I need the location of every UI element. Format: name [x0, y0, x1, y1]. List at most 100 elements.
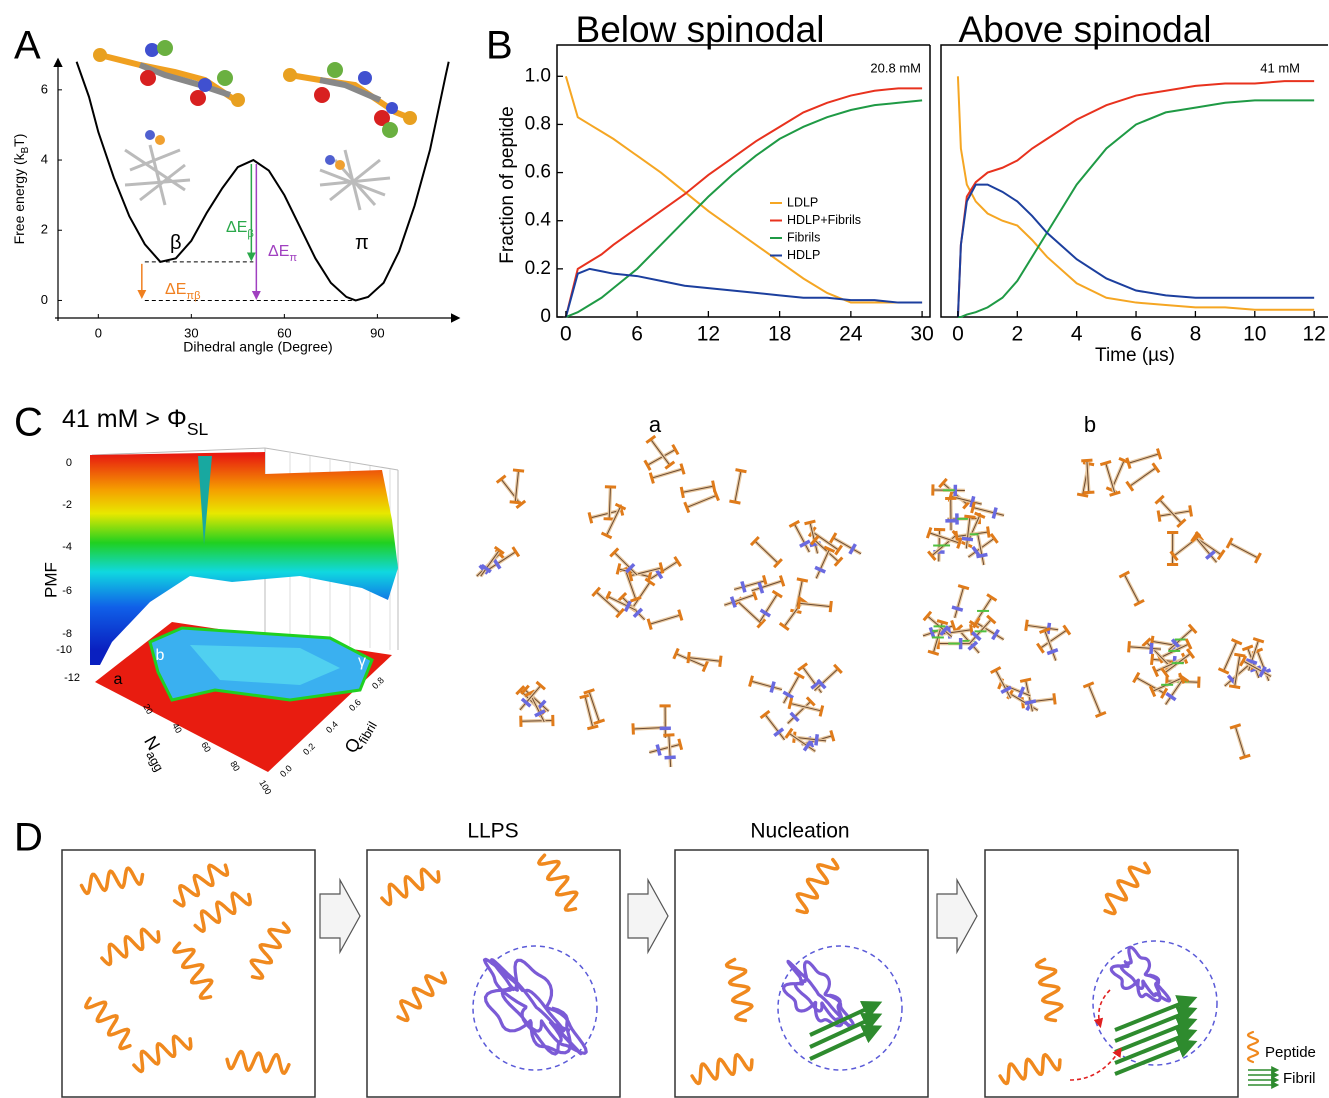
q-tick-label: 0.8 — [370, 675, 386, 691]
condensate-peptides — [1109, 945, 1172, 1003]
side-chain — [950, 619, 957, 632]
condensate-boundary — [1092, 940, 1218, 1066]
side-chain — [828, 600, 833, 613]
side-chain — [1046, 648, 1059, 656]
x-axis-label: Dihedral angle (Degree) — [183, 339, 332, 355]
side-chain — [1155, 448, 1163, 460]
x-tick-label: 0 — [560, 323, 572, 346]
side-chain — [535, 680, 546, 691]
text-part: π — [355, 232, 369, 254]
side-chain — [1000, 685, 1012, 694]
side-chain — [735, 468, 747, 474]
x-tick-label: 12 — [697, 323, 720, 346]
side-chain — [970, 501, 976, 514]
legend-label: Fibril — [1283, 1070, 1316, 1087]
condensate-peptides — [782, 959, 855, 1029]
series-line — [564, 76, 923, 304]
side-chain — [757, 581, 765, 594]
annotation: 41 mM — [1260, 60, 1300, 75]
side-chain — [643, 459, 652, 471]
side-chain — [512, 468, 525, 473]
side-chain — [1253, 552, 1262, 564]
x-tick-label: 30 — [910, 323, 933, 346]
side-chain — [986, 593, 998, 602]
peptide-stick — [514, 470, 520, 503]
peptide-stick — [584, 696, 594, 728]
fibril-strand — [809, 1024, 883, 1061]
side-chain — [1150, 653, 1155, 666]
y-tick-label: 4 — [41, 151, 48, 166]
side-chain — [1149, 642, 1154, 655]
side-chain — [644, 577, 656, 587]
subscript: SL — [187, 419, 209, 439]
peptide-stick — [1234, 655, 1241, 687]
peptide-stick — [1135, 677, 1165, 694]
z-axis-label: PMF — [41, 562, 60, 598]
side-chain — [834, 544, 844, 556]
peptide-stick — [954, 586, 965, 619]
side-chain — [936, 619, 949, 626]
side-chain — [609, 547, 620, 558]
peptide-stick — [814, 668, 839, 691]
legend-label: HDLP — [787, 248, 820, 262]
peptide-stick — [794, 736, 827, 742]
side-chain — [1024, 619, 1029, 632]
side-chain — [778, 575, 786, 587]
peptide-stick — [787, 701, 812, 724]
side-chain — [1156, 510, 1162, 522]
peptide-stick — [1129, 467, 1157, 487]
side-chain — [804, 519, 816, 526]
peptide-stick — [488, 551, 517, 570]
side-chain — [784, 727, 794, 739]
panel-label: B — [486, 24, 513, 68]
side-chain — [1062, 624, 1072, 636]
side-chain — [664, 460, 676, 470]
peptide-stick — [647, 449, 676, 466]
peptide-stick — [520, 720, 553, 722]
peptide-stick — [1229, 542, 1259, 559]
side-chain — [961, 536, 974, 542]
side-chain — [658, 562, 665, 574]
z-tick-label: -6 — [62, 585, 72, 597]
peptide-stick — [608, 486, 611, 519]
annotation: ΔEπβ — [165, 281, 201, 302]
side-chain — [593, 718, 606, 725]
peptide-stick — [764, 714, 785, 741]
side-chain — [712, 489, 720, 502]
side-chain — [740, 580, 747, 593]
side-chain — [509, 500, 521, 505]
side-chain — [756, 618, 767, 629]
side-chain — [749, 535, 760, 547]
side-chain — [1258, 666, 1267, 678]
side-chain — [495, 474, 507, 484]
peptide — [380, 867, 441, 907]
side-chain — [683, 501, 691, 514]
peptide-stick — [783, 675, 800, 704]
peptide-stick — [682, 485, 714, 493]
side-chain — [1039, 627, 1051, 634]
peptide-stick — [1242, 660, 1272, 677]
peptide-stick — [590, 509, 622, 519]
side-chain — [624, 562, 636, 574]
peptide-stick — [1123, 574, 1140, 604]
peptide-stick — [1086, 460, 1090, 493]
peptide-stick — [751, 580, 783, 592]
peptide-stick — [928, 532, 960, 544]
side-chain — [1239, 753, 1251, 760]
peptide-stick — [939, 629, 972, 635]
side-chain — [1160, 667, 1170, 679]
side-chain — [1125, 480, 1135, 492]
z-tick-label: -4 — [62, 541, 72, 553]
side-chain — [631, 723, 635, 735]
side-chain — [814, 565, 826, 574]
transfer-arrow — [1069, 1047, 1122, 1081]
y-tick-label: 6 — [41, 81, 48, 96]
side-chain — [1190, 533, 1202, 543]
peptide — [1034, 957, 1064, 1023]
n-tick-label: 20 — [141, 702, 155, 716]
side-chain — [648, 472, 655, 484]
panel-label: A — [14, 24, 41, 68]
side-chain — [524, 689, 536, 698]
peptide — [100, 927, 161, 967]
side-chain — [520, 697, 532, 708]
